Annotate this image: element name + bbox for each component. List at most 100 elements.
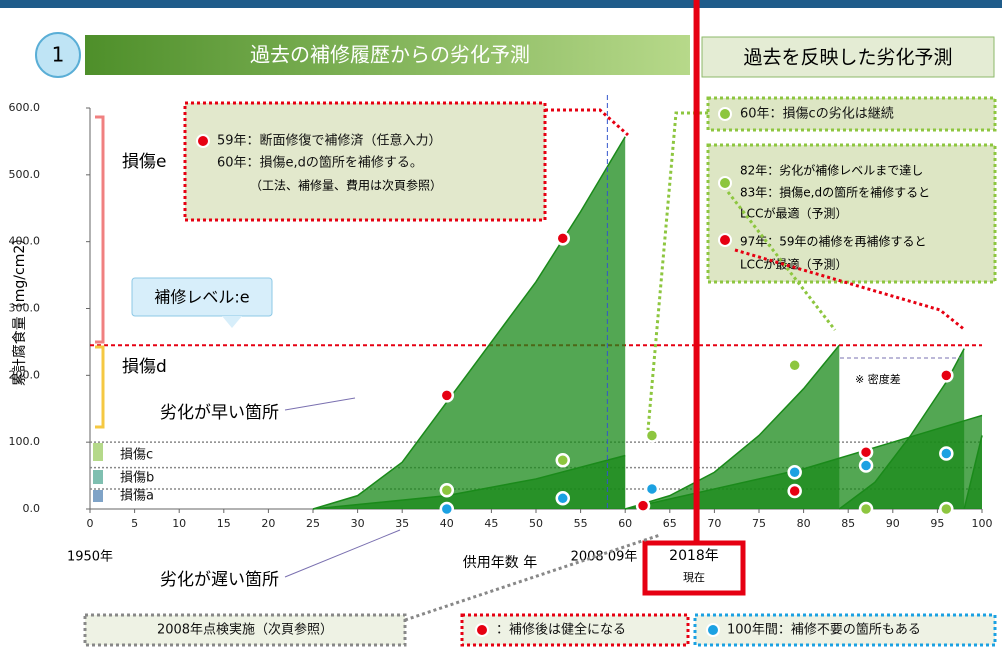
legend-dot [718, 176, 732, 190]
data-dot [939, 368, 954, 383]
curve-area [839, 348, 965, 509]
data-dot [555, 231, 571, 246]
y-tick-label: 200.0 [9, 368, 41, 381]
pointer [284, 529, 401, 578]
footer-text: ：補修後は健全になる [496, 622, 626, 638]
legend-dot [706, 623, 720, 637]
x-tick-label: 90 [886, 517, 900, 530]
damage-label: 損傷a [120, 489, 154, 504]
left-title: 過去の補修履歴からの劣化予測 [250, 43, 530, 67]
data-dot [439, 501, 455, 517]
footer-box [83, 613, 407, 647]
data-dot [858, 444, 874, 460]
repair-level: 補修レベル:e [154, 288, 249, 307]
y-tick-label: 400.0 [9, 235, 41, 248]
connector [734, 248, 966, 332]
x-tick-label: 80 [797, 517, 811, 530]
legend-dot [718, 233, 732, 247]
header-bar [85, 35, 690, 75]
right-header [701, 36, 995, 78]
data-dot [939, 501, 954, 517]
inspection-year: 2008 09年 [571, 550, 638, 565]
callout-box [183, 101, 547, 222]
x-tick-label: 40 [440, 517, 454, 530]
x-tick-label: 15 [217, 517, 231, 530]
x-tick-label: 75 [752, 517, 766, 530]
x-tick-label: 55 [574, 517, 588, 530]
data-dot [555, 452, 571, 468]
connector [545, 108, 629, 137]
curve [624, 344, 840, 510]
callout-box [706, 96, 997, 132]
data-dot [858, 458, 874, 473]
curve [312, 454, 626, 510]
x-tick-label: 85 [841, 517, 855, 530]
x-tick-label: 70 [707, 517, 721, 530]
x-tick-label: 25 [306, 517, 320, 530]
y-tick-label: 600.0 [9, 101, 41, 114]
x-tick-label: 5 [131, 517, 138, 530]
bracket-c [93, 443, 103, 461]
data-dot [787, 483, 802, 499]
x-tick-label: 45 [484, 517, 498, 530]
y-tick-label: 500.0 [9, 168, 41, 181]
y-tick-label: 100.0 [9, 435, 41, 448]
x-tick-label: 10 [172, 517, 186, 530]
annotation: 60年：損傷e,dの箇所を補修する。 [217, 155, 423, 171]
data-dot [644, 428, 660, 443]
footer-box [460, 613, 690, 647]
annotation: LCCが最適（予測） [740, 257, 847, 272]
footer-box [693, 613, 997, 647]
x-tick-label: 0 [87, 517, 94, 530]
start-year: 1950年 [67, 550, 113, 565]
data-dot [939, 446, 954, 461]
curve-area [625, 345, 840, 509]
bracket-b [93, 470, 103, 484]
y-tick-label: 300.0 [9, 302, 41, 315]
data-dot [644, 481, 660, 497]
x-tick-label: 100 [972, 517, 993, 530]
annotation: （工法、補修量、費用は次頁参照） [250, 178, 442, 193]
data-dot [555, 491, 571, 506]
data-dot [858, 501, 874, 517]
x-tick-label: 35 [395, 517, 409, 530]
annotation: LCCが最適（予測） [740, 206, 847, 221]
data-dot [635, 498, 651, 513]
connector [726, 191, 837, 331]
top-bar [0, 0, 1002, 8]
curve [838, 348, 965, 510]
curve [312, 136, 626, 510]
curve-area [313, 136, 626, 509]
right-title: 過去を反映した劣化予測 [743, 47, 952, 69]
now-box [642, 540, 746, 596]
curve-area [313, 455, 626, 509]
number: 1 [52, 43, 65, 67]
legend-dot [196, 134, 210, 148]
fast-label: 劣化が早い箇所 [160, 403, 279, 423]
legend-dot [718, 107, 732, 121]
annotation: 82年：劣化が補修レベルまで達し [740, 163, 923, 178]
y-tick-label: 0.0 [23, 502, 41, 515]
x-tick-label: 20 [261, 517, 275, 530]
damage-label: 損傷c [120, 448, 153, 463]
x-axis-label: 供用年数 年 [463, 555, 537, 571]
now-year: 2018年 [669, 548, 719, 564]
legend-dot [475, 623, 489, 637]
damage-label: 損傷b [120, 471, 154, 486]
data-dot [787, 464, 802, 480]
y-axis-label: 累計腐食量（mg/cm2） [11, 231, 28, 386]
data-dot [439, 483, 455, 498]
x-tick-label: 95 [930, 517, 944, 530]
annotation: 60年：損傷cの劣化は継続 [740, 107, 894, 122]
footer-text: 2008年点検実施（次頁参照） [157, 622, 333, 638]
annotation: 59年：断面修復で補修済（任意入力） [217, 133, 442, 149]
now-label: 現在 [683, 571, 705, 584]
plot: 0.0 100.0 200.0 300.0 400.0 500.0 600.0 0 5 10 15 2… [9, 101, 993, 571]
repair-level-box [131, 277, 273, 317]
annotation: 83年：損傷e,dの箇所を補修すると [740, 185, 930, 200]
data-dot [787, 358, 802, 373]
footer-text: 100年間：補修不要の箇所もある [727, 622, 921, 638]
x-tick-label: 65 [663, 517, 677, 530]
number-badge [35, 32, 81, 78]
